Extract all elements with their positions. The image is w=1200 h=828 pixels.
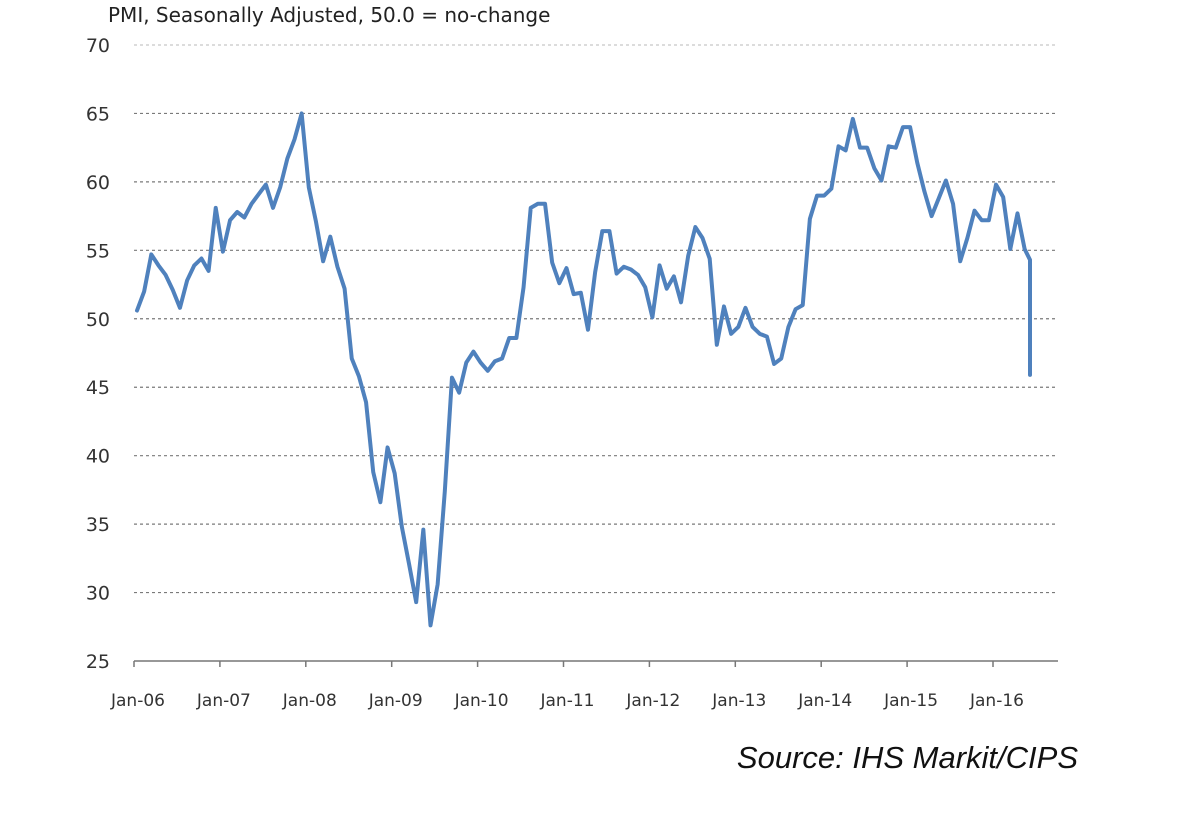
y-tick-label: 30 xyxy=(86,583,110,605)
x-tick-label: Jan-14 xyxy=(797,691,852,711)
y-tick-label: 50 xyxy=(86,309,110,331)
x-axis-ticks: Jan-06 Jan-07 Jan-08 Jan-09 Jan-10 Jan-11 Jan-… xyxy=(110,661,1024,711)
x-tick-label: Jan-11 xyxy=(540,691,595,711)
y-tick-label: 40 xyxy=(86,446,110,468)
y-tick-label: 60 xyxy=(86,172,110,194)
y-tick-label: 45 xyxy=(86,377,110,399)
chart-title: PMI, Seasonally Adjusted, 50.0 = no-chan… xyxy=(108,3,550,27)
x-tick-label: Jan-06 xyxy=(110,691,165,711)
x-tick-label: Jan-10 xyxy=(454,691,509,711)
y-tick-label: 35 xyxy=(86,514,110,536)
y-tick-label: 55 xyxy=(86,240,110,262)
x-tick-label: Jan-12 xyxy=(625,691,680,711)
x-tick-label: Jan-09 xyxy=(368,691,423,711)
source-note: Source: IHS Markit/CIPS xyxy=(737,740,1078,775)
x-tick-label: Jan-13 xyxy=(711,691,766,711)
gridlines xyxy=(134,44,1058,594)
y-tick-label: 70 xyxy=(86,35,110,57)
x-tick-label: Jan-08 xyxy=(282,691,337,711)
y-tick-label: 25 xyxy=(86,651,110,673)
x-tick-label: Jan-16 xyxy=(969,691,1024,711)
x-tick-label: Jan-15 xyxy=(883,691,938,711)
pmi-series-line xyxy=(135,111,1032,628)
x-tick-label: Jan-07 xyxy=(196,691,251,711)
y-tick-label: 65 xyxy=(86,103,110,125)
y-axis-ticks: 25 30 35 40 45 50 55 60 65 70 xyxy=(86,35,110,673)
